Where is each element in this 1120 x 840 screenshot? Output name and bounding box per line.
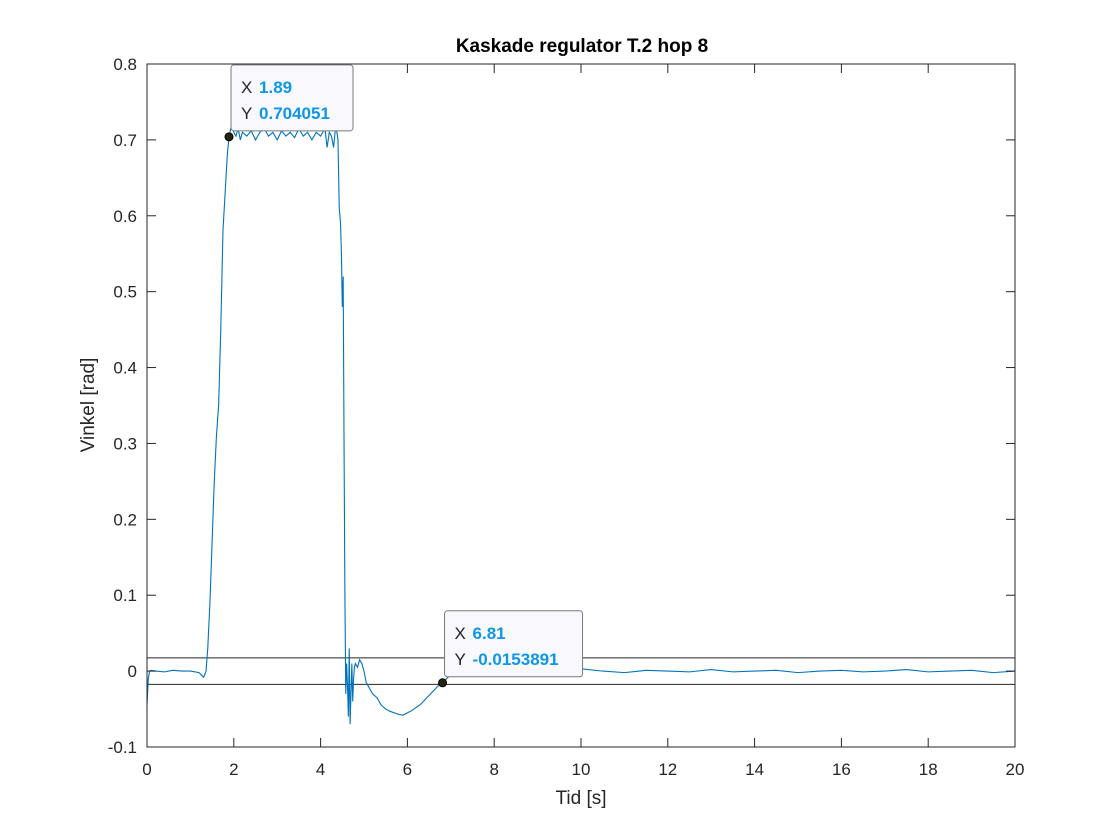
datatip-marker[interactable]	[438, 678, 448, 688]
y-tick-label: 0.4	[113, 359, 137, 378]
datatip-2[interactable]: X 6.81 Y -0.0153891	[438, 610, 584, 688]
y-tick-label: 0	[128, 662, 137, 681]
y-tick-label: 0.8	[113, 55, 137, 74]
datatip-box	[444, 610, 584, 678]
chart-title: Kaskade regulator T.2 hop 8	[456, 36, 708, 57]
y-tick-label: 0.5	[113, 283, 137, 302]
y-tick-label: 0.7	[113, 131, 137, 150]
x-tick-label: 8	[489, 760, 498, 779]
x-tick-label: 4	[316, 760, 325, 779]
y-tick-label: 0.1	[113, 586, 137, 605]
datatip-box	[230, 64, 354, 132]
x-tick-label: 2	[229, 760, 238, 779]
x-axis-label: Tid [s]	[555, 788, 606, 809]
datatip-x-key: X	[241, 78, 252, 97]
x-tick-label: 6	[403, 760, 412, 779]
x-axis: 0 2 4 6 8 10 12 14 16 18 20	[142, 64, 1024, 779]
x-tick-label: 0	[142, 760, 151, 779]
x-tick-label: 12	[658, 760, 677, 779]
y-axis: -0.1 0 0.1 0.2 0.3 0.4 0.5 0.6 0.7 0.8	[108, 55, 1015, 757]
datatip-x-key: X	[455, 624, 466, 643]
datatip-y-key: Y	[241, 104, 252, 123]
y-tick-label: -0.1	[108, 738, 137, 757]
datatip-x-value: 1.89	[259, 78, 292, 97]
y-tick-label: 0.2	[113, 510, 137, 529]
datatip-y-key: Y	[455, 650, 466, 669]
y-tick-label: 0.3	[113, 434, 137, 453]
x-tick-label: 18	[919, 760, 938, 779]
datatip-marker[interactable]	[224, 132, 234, 142]
x-tick-label: 10	[572, 760, 591, 779]
y-tick-label: 0.6	[113, 207, 137, 226]
datatips[interactable]: X 1.89 Y 0.704051 X 6.81 Y -0.0153891	[224, 64, 584, 688]
x-tick-label: 16	[832, 760, 851, 779]
datatip-x-value: 6.81	[473, 624, 506, 643]
y-axis-label: Vinkel [rad]	[78, 358, 99, 453]
x-tick-label: 14	[745, 760, 764, 779]
datatip-1[interactable]: X 1.89 Y 0.704051	[224, 64, 354, 142]
datatip-y-value: -0.0153891	[473, 650, 559, 669]
datatip-y-value: 0.704051	[259, 104, 330, 123]
x-tick-label: 20	[1006, 760, 1025, 779]
